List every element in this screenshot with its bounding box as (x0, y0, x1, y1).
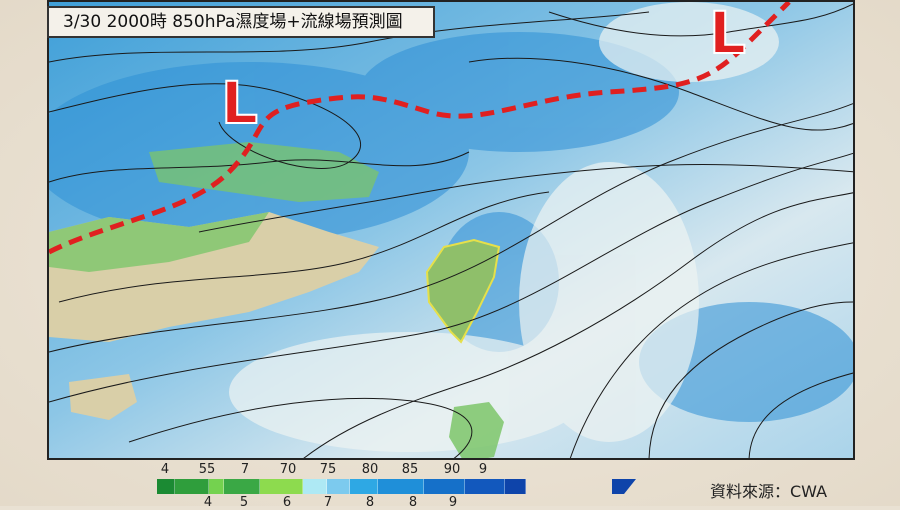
colorbar-segment (349, 479, 379, 494)
colorbar-label: 85 (401, 462, 419, 477)
colorbar-label: 5 (239, 495, 249, 510)
colorbar-segment (464, 479, 506, 494)
map-title: 3/30 2000時 850hPa濕度場+流線場預測圖 (47, 6, 435, 38)
colorbar-label: 4 (160, 462, 170, 477)
dry-regions (229, 2, 779, 452)
colorbar-segment (423, 479, 465, 494)
streamlines (49, 3, 853, 458)
humidity-streamline-map: L L (47, 0, 855, 460)
colorbar-segment (326, 479, 350, 494)
colorbar-segment (224, 479, 261, 494)
colorbar-label: 9 (448, 495, 458, 510)
colorbar-label: 70 (279, 462, 297, 477)
colorbar-end-triangle (612, 479, 636, 494)
taiwan-island (425, 238, 501, 344)
colorbar-label: 4 (203, 495, 213, 510)
colorbar-segment (303, 479, 327, 494)
colorbar-label: 9 (478, 462, 488, 477)
colorbar-segment (260, 479, 304, 494)
colorbar-label: 8 (408, 495, 418, 510)
colorbar-segment (208, 479, 225, 494)
colorbar-segment (378, 479, 424, 494)
hainan-island (69, 374, 137, 420)
low-pressure-marker-northeast: L (708, 0, 747, 67)
colorbar-label: 8 (365, 495, 375, 510)
colorbar-segment (157, 479, 176, 494)
colorbar-label: 90 (443, 462, 461, 477)
colorbar-label: 7 (323, 495, 333, 510)
colorbar-label: 75 (319, 462, 337, 477)
land-china (49, 142, 379, 420)
colorbar-label: 55 (198, 462, 216, 477)
data-source: 資料來源：CWA (710, 482, 828, 501)
colorbar-segment (505, 479, 527, 494)
low-pressure-marker-west: L (220, 69, 259, 137)
colorbar-segment (175, 479, 209, 494)
colorbar-label: 80 (361, 462, 379, 477)
colorbar-label: 6 (282, 495, 292, 510)
humidity-colorbar (157, 479, 527, 494)
map-graphic (49, 2, 853, 458)
colorbar-label: 7 (240, 462, 250, 477)
front-line (49, 2, 791, 255)
